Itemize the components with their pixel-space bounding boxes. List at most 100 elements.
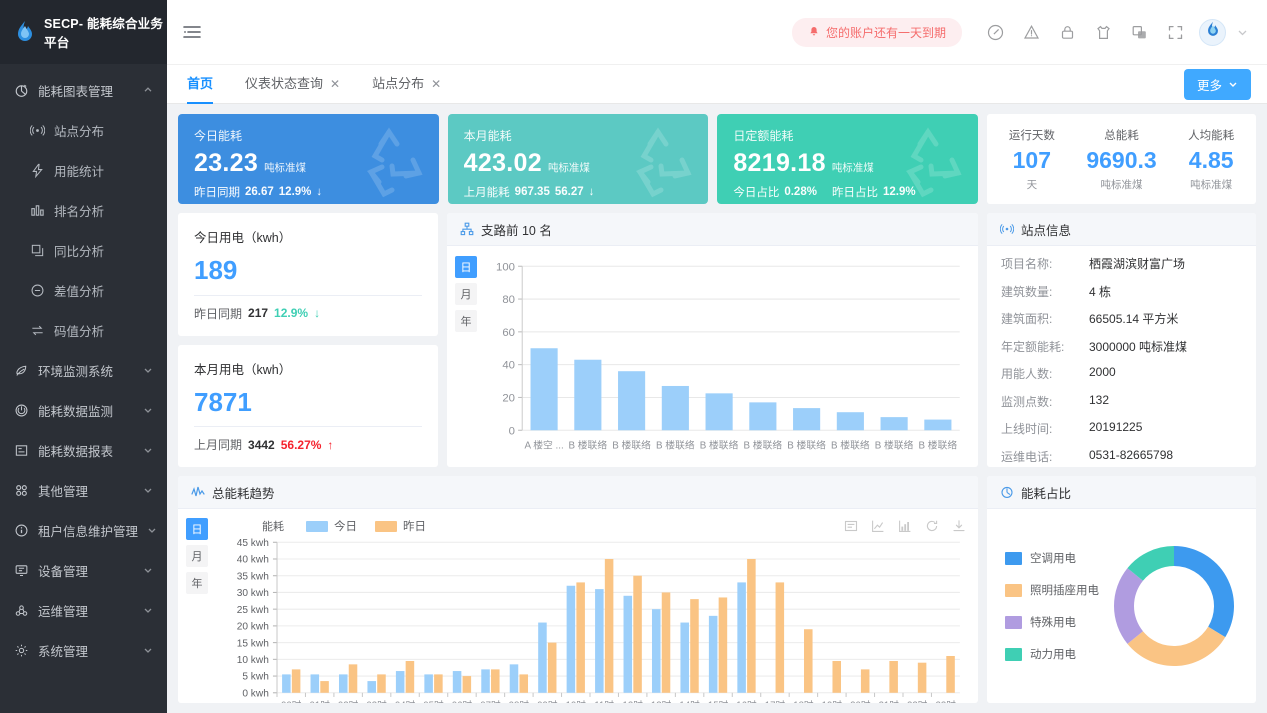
svg-text:0: 0 <box>509 425 515 437</box>
sidebar-item-label: 租户信息维护管理 <box>38 524 139 539</box>
tab-label: 站点分布 <box>372 76 425 91</box>
info-circle-icon <box>14 523 29 538</box>
sidebar-item-label: 站点分布 <box>54 124 105 139</box>
card-title: 本月用电（kwh） <box>194 362 292 377</box>
line-chart-icon[interactable] <box>871 519 885 533</box>
svg-text:14时: 14时 <box>679 699 700 703</box>
sidebar-item-yoy-analysis[interactable]: 同比分析 <box>0 230 167 270</box>
site-info-card: 站点信息 项目名称: 栖霞湖滨财富广场 建筑数量: 4 栋 建筑面积: <box>987 213 1256 467</box>
period-month-button[interactable]: 月 <box>455 283 477 305</box>
broadcast-icon <box>30 123 45 138</box>
download-icon[interactable] <box>952 519 966 533</box>
kpi-card-daily-quota-energy[interactable]: 日定额能耗 8219.18 吨标准煤 今日占比 0.28% 昨日占比 12.9% <box>717 114 979 204</box>
sidebar-item-energy-data-report[interactable]: 能耗数据报表 <box>0 430 167 470</box>
sidebar-item-label: 系统管理 <box>38 644 89 659</box>
sidebar-item-environment-monitoring[interactable]: 环境监测系统 <box>0 350 167 390</box>
foot-pct: 56.27% <box>280 437 322 452</box>
bar-chart-icon[interactable] <box>898 519 912 533</box>
sidebar-item-code-value-analysis[interactable]: 码值分析 <box>0 310 167 350</box>
stat-label: 总能耗 <box>1104 129 1139 142</box>
site-info-key: 上线时间: <box>1001 422 1053 436</box>
svg-text:B 楼联络: B 楼联络 <box>569 439 608 452</box>
period-day-button[interactable]: 日 <box>186 518 208 540</box>
sidebar-item-energy-data-monitoring[interactable]: 能耗数据监测 <box>0 390 167 430</box>
sidebar-item-system-management[interactable]: 系统管理 <box>0 630 167 670</box>
foot-label: 上月同期 <box>194 438 243 452</box>
card-title: 支路前 10 名 <box>481 223 552 238</box>
sidebar-item-label: 码值分析 <box>54 324 105 339</box>
branch-top10-card: 支路前 10 名 日 月 年 0 20 40 60 80 100 A 楼空 ... B 楼联络… <box>447 213 978 467</box>
foot-value: 217 <box>248 306 269 320</box>
sidebar-item-ops-management[interactable]: 运维管理 <box>0 590 167 630</box>
wave-chart-icon <box>191 485 205 499</box>
legend-item-special[interactable]: 特殊用电 <box>1005 614 1101 630</box>
sidebar-item-tenant-info-management[interactable]: 租户信息维护管理 <box>0 510 167 550</box>
period-day-button[interactable]: 日 <box>455 256 477 278</box>
legend-item-hvac[interactable]: 空调用电 <box>1005 550 1101 566</box>
clock-pie-icon <box>1000 485 1014 499</box>
period-year-button[interactable]: 年 <box>186 572 208 594</box>
svg-text:22时: 22时 <box>907 699 928 703</box>
avatar[interactable] <box>1199 18 1226 46</box>
card-title: 站点信息 <box>1021 223 1072 238</box>
user-avatar-flame-icon <box>1205 21 1221 43</box>
site-info-row: 建筑面积: 66505.14 平方米 <box>1001 310 1242 327</box>
sidebar-item-device-management[interactable]: 设备管理 <box>0 550 167 590</box>
data-view-icon[interactable] <box>844 519 858 533</box>
legend-item-power[interactable]: 动力用电 <box>1005 646 1101 662</box>
kpi-card-today-energy[interactable]: 今日能耗 23.23 吨标准煤 昨日同期 26.67 12.9% ↓ <box>178 114 439 204</box>
sidebar-item-other-management[interactable]: 其他管理 <box>0 470 167 510</box>
kpi-card-month-energy[interactable]: 本月能耗 423.02 吨标准煤 上月能耗 967.35 56.27 ↓ <box>447 114 709 204</box>
period-year-button[interactable]: 年 <box>455 310 477 332</box>
tab-home[interactable]: 首页 <box>187 64 214 104</box>
site-info-row: 年定额能耗: 3000000 吨标准煤 <box>1001 338 1242 355</box>
card-footer: 上月同期 3442 56.27% ↑ <box>194 436 422 453</box>
svg-text:45 kwh: 45 kwh <box>237 538 269 549</box>
chevron-down-icon <box>143 565 153 575</box>
sidebar-item-ranking-analysis[interactable]: 排名分析 <box>0 190 167 230</box>
sidebar-item-energy-statistics[interactable]: 用能统计 <box>0 150 167 190</box>
refresh-icon[interactable] <box>925 519 939 533</box>
site-info-value: 3000000 吨标准煤 <box>1089 339 1188 354</box>
stat-unit: 天 <box>1026 178 1038 191</box>
svg-text:12时: 12时 <box>622 699 643 703</box>
hamburger-icon[interactable] <box>181 21 203 43</box>
sidebar-item-site-distribution[interactable]: 站点分布 <box>0 110 167 150</box>
kpi-value: 423.02 <box>463 149 542 177</box>
warning-icon[interactable] <box>1022 23 1041 42</box>
sidebar-item-difference-analysis[interactable]: 差值分析 <box>0 270 167 310</box>
svg-text:40: 40 <box>502 360 515 372</box>
legend-item-today[interactable]: 今日 <box>306 518 357 534</box>
account-expiry-notice[interactable]: 您的账户还有一天到期 <box>791 17 962 47</box>
close-icon[interactable]: ✕ <box>330 77 341 91</box>
more-button[interactable]: 更多 <box>1183 68 1251 100</box>
lock-icon[interactable] <box>1058 23 1077 42</box>
kpi-sub-label: 今日占比 <box>733 187 780 199</box>
notice-text: 您的账户还有一天到期 <box>825 25 946 40</box>
shirt-icon[interactable] <box>1094 23 1113 42</box>
tab-site-distribution[interactable]: 站点分布 ✕ <box>372 64 441 104</box>
legend-item-yesterday[interactable]: 昨日 <box>375 518 426 534</box>
svg-text:02时: 02时 <box>338 699 359 703</box>
chevron-down-icon[interactable] <box>1236 26 1249 39</box>
tab-meter-status-query[interactable]: 仪表状态查询 ✕ <box>245 64 340 104</box>
site-info-row: 监测点数: 132 <box>1001 393 1242 410</box>
stats-panel: 运行天数 107 天 总能耗 9690.3 吨标准煤 人均能耗 4.85 <box>987 114 1256 204</box>
translate-icon[interactable] <box>1130 23 1149 42</box>
bar-chart-icon <box>30 203 45 218</box>
kpi-value: 8219.18 <box>733 149 826 177</box>
compass-icon[interactable] <box>986 23 1005 42</box>
svg-text:35 kwh: 35 kwh <box>237 571 269 582</box>
fullscreen-icon[interactable] <box>1166 23 1185 42</box>
card-header: 能耗占比 <box>987 476 1256 509</box>
kpi-unit: 吨标准煤 <box>547 162 590 174</box>
legend-item-lighting-socket[interactable]: 照明插座用电 <box>1005 582 1101 598</box>
stat-label: 运行天数 <box>1008 129 1055 142</box>
foot-pct: 12.9% <box>274 306 309 320</box>
kpi-sub-value-2: 12.9% <box>882 186 916 198</box>
close-icon[interactable]: ✕ <box>431 77 442 91</box>
period-selector: 日 月 年 <box>186 518 208 699</box>
sidebar-item-energy-charts[interactable]: 能耗图表管理 <box>0 70 167 110</box>
site-info-value: 栖霞湖滨财富广场 <box>1089 257 1186 271</box>
period-month-button[interactable]: 月 <box>186 545 208 567</box>
